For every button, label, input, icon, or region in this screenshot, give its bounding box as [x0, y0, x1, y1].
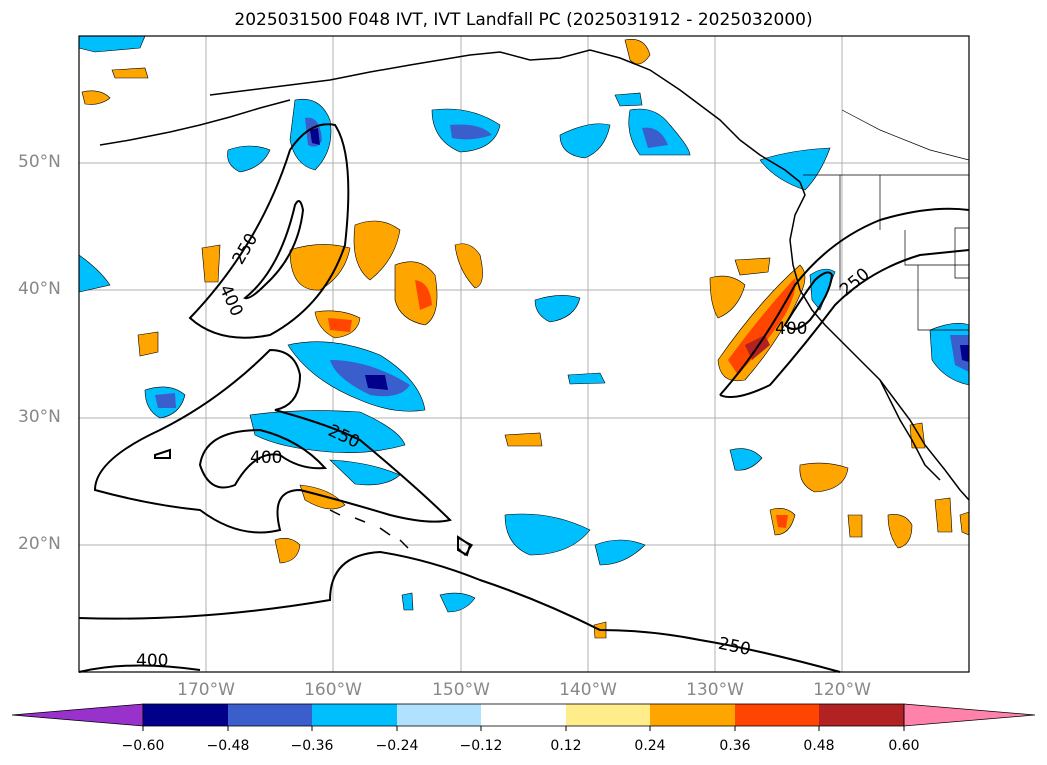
contour-label: 400: [136, 651, 168, 671]
pos-blob: [328, 318, 352, 332]
pos-blob: [728, 278, 796, 375]
pos-blob: [201, 244, 221, 283]
pos-blob: [81, 90, 111, 105]
contour-400-south: [78, 664, 201, 673]
na-west-coast: [789, 181, 970, 501]
pos-blob: [934, 497, 953, 533]
alaska-coast: [209, 49, 801, 183]
pos-blob: [709, 275, 746, 319]
contour-400-east: [783, 271, 834, 330]
ivt-contours: [78, 123, 970, 673]
pos-blob: [299, 484, 346, 510]
contour-label: 400: [250, 448, 282, 468]
colorbar-tick-label: −0.12: [459, 738, 503, 754]
contour-400-central: [198, 428, 328, 489]
pos-blob: [111, 67, 149, 79]
colorbar-low-extend: [11, 703, 144, 727]
pos-blob: [887, 514, 913, 549]
neg-blob: [78, 254, 111, 293]
map-frame-bg: [79, 36, 969, 672]
colorbar-tick-label: 0.36: [719, 738, 751, 754]
neg-blob: [628, 108, 691, 156]
aleutians: [99, 99, 291, 146]
contour-250-south: [78, 550, 841, 673]
neg-blob: [729, 448, 763, 471]
colorbar-tick-label: −0.36: [290, 738, 334, 754]
colorbar-tick-label: −0.24: [375, 738, 419, 754]
colorbar-tick-label: −0.60: [121, 738, 165, 754]
neg-blob: [559, 123, 611, 159]
coastlines: [99, 49, 970, 557]
neg-blob: [450, 124, 492, 140]
neg-blob: [534, 295, 581, 323]
colorbar-tick-label: 0.24: [634, 738, 666, 754]
baja-coast: [879, 379, 941, 481]
lon-label: 130°W: [686, 680, 744, 700]
pos-blob: [353, 220, 401, 281]
borders: [803, 109, 970, 331]
colorbar: [11, 703, 1036, 731]
neg-blob: [759, 147, 831, 191]
lat-label: 50°N: [18, 152, 61, 172]
neg-blob: [310, 128, 320, 145]
neg-blob: [439, 592, 476, 613]
pos-blob: [799, 462, 849, 493]
neg-blob: [249, 410, 406, 453]
neg-blob: [365, 375, 388, 390]
lat-label: 30°N: [18, 407, 61, 427]
pos-blob: [504, 432, 543, 447]
lon-label: 120°W: [813, 680, 871, 700]
contour-400-north: [243, 200, 305, 300]
pos-blob: [847, 514, 863, 538]
colorbar-tick-label: 0.48: [803, 738, 835, 754]
pos-blob: [394, 261, 438, 326]
neg-blob: [567, 372, 606, 385]
neg-blob: [950, 335, 969, 372]
contour-250-central: [93, 348, 452, 534]
neg-blob: [594, 539, 646, 566]
pos-blob: [454, 243, 483, 289]
neg-blob: [504, 513, 591, 556]
hawaii-islands: [329, 509, 474, 557]
lon-label: 170°W: [177, 680, 235, 700]
colorbar-tick-label: 0.60: [888, 738, 920, 754]
neg-blob: [401, 592, 414, 611]
neg-blob: [227, 145, 271, 173]
contour-small: [154, 448, 472, 557]
lon-label: 150°W: [432, 680, 490, 700]
map-border: [78, 35, 970, 673]
pos-blob: [909, 422, 926, 449]
pos-blob: [274, 538, 301, 564]
pos-blob: [289, 244, 351, 291]
neg-blob: [614, 92, 643, 107]
pos-blob: [415, 280, 432, 310]
neg-blob: [960, 345, 969, 362]
lat-label: 20°N: [18, 534, 61, 554]
colorbar-tick-label: −0.48: [206, 738, 250, 754]
pos-blob: [776, 515, 788, 528]
neg-blob: [155, 393, 176, 408]
map-title: 2025031500 F048 IVT, IVT Landfall PC (20…: [234, 10, 813, 30]
neg-blob: [642, 127, 668, 148]
contour-label: 400: [775, 319, 807, 339]
lon-label: 160°W: [304, 680, 362, 700]
colorbar-tick-label: 0.12: [550, 738, 582, 754]
pos-blob: [734, 257, 771, 276]
contour-250-east: [719, 207, 970, 396]
lon-label: 140°W: [559, 680, 617, 700]
contour-250-east-b: [719, 249, 970, 398]
contour-250-north: [188, 123, 350, 339]
colorbar-high-extend: [903, 703, 1036, 727]
ivt-shading: [78, 35, 970, 639]
pos-blob: [137, 331, 159, 357]
lat-label: 40°N: [18, 279, 61, 299]
